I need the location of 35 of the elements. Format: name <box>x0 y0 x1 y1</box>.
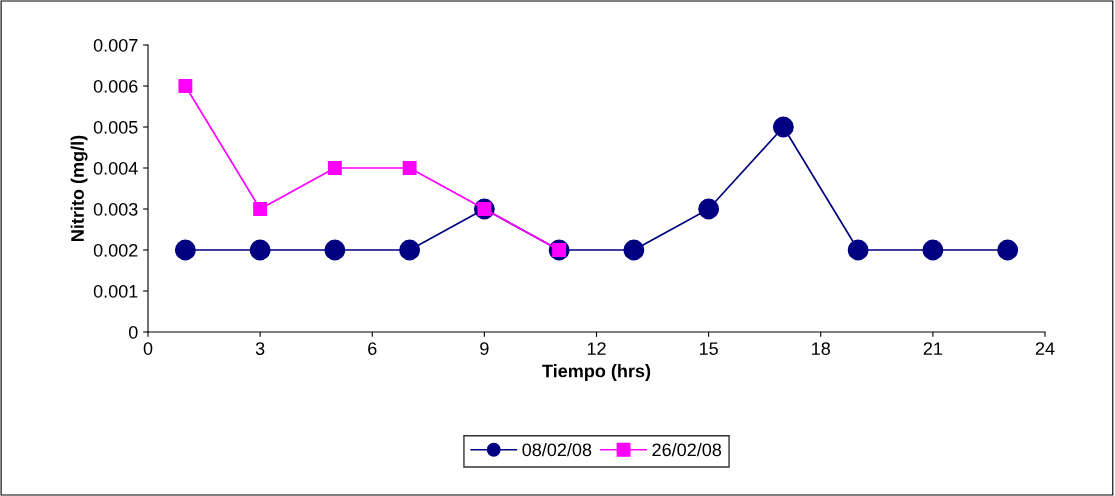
x-tick-label: 21 <box>923 342 943 355</box>
point <box>623 239 645 261</box>
point <box>402 161 417 175</box>
y-tick-label: 0.006 <box>93 79 138 93</box>
point <box>698 198 720 220</box>
x-tick-label: 12 <box>587 342 606 355</box>
y-tick-label: 0.003 <box>93 202 138 216</box>
point <box>847 239 869 261</box>
x-tick-label: 18 <box>812 342 831 355</box>
point <box>253 202 268 216</box>
point <box>174 239 196 261</box>
x-tick-label: 3 <box>255 342 265 355</box>
y-tick-label: 0.002 <box>93 243 138 257</box>
legend-label: 08/02/08 <box>522 442 592 457</box>
legend-label: 26/02/08 <box>652 442 722 457</box>
x-tick-label: 15 <box>699 342 718 355</box>
point <box>399 239 421 261</box>
x-tick-label: 9 <box>480 342 489 355</box>
point <box>327 161 342 175</box>
y-tick-label: 0.007 <box>93 38 138 52</box>
x-tick-label: 24 <box>1035 342 1055 355</box>
x-tick-label: 0 <box>143 342 153 355</box>
point <box>997 239 1019 261</box>
y-tick-label: 0.001 <box>93 284 138 298</box>
y-axis-title: Nitrito (mg/l) <box>70 135 88 241</box>
y-tick-label: 0 <box>128 325 138 339</box>
y-tick-label: 0.005 <box>93 120 138 134</box>
point <box>772 116 794 138</box>
y-tick-label: 0.004 <box>93 161 138 175</box>
point <box>178 79 193 93</box>
point <box>922 239 944 261</box>
x-axis-title: Tiempo (hrs) <box>542 364 651 381</box>
point <box>324 239 346 261</box>
x-tick-label: 6 <box>368 342 377 355</box>
point <box>249 239 271 261</box>
